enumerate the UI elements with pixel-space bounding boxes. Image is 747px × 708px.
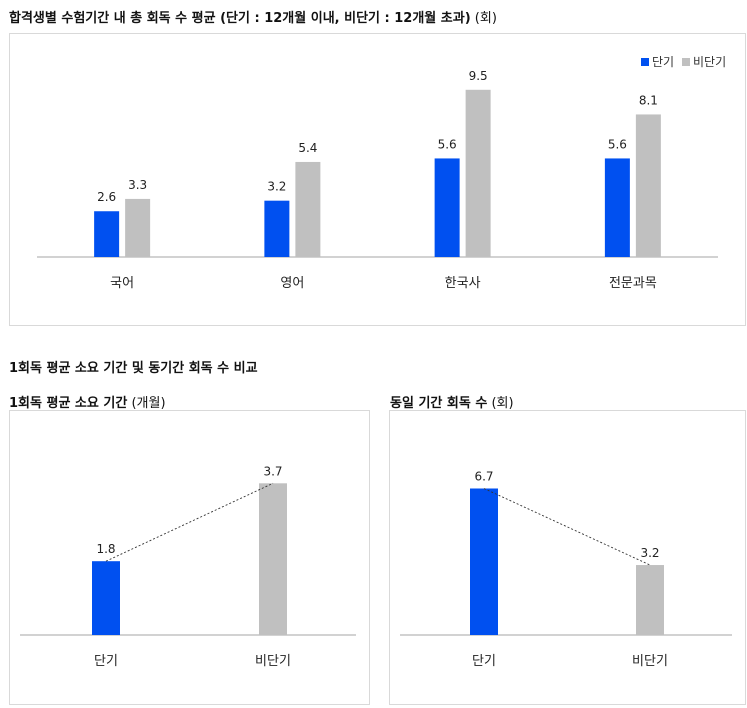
left-chart-title-unit: (개월) bbox=[131, 396, 166, 411]
legend-swatch-1 bbox=[682, 58, 690, 66]
x-tick-label-1: 영어 bbox=[280, 276, 304, 291]
bar-short bbox=[92, 561, 120, 635]
left-chart-title-text: 1회독 평균 소요 기간 bbox=[9, 396, 128, 411]
right-chart-title-unit: (회) bbox=[491, 396, 514, 411]
bar-short-0 bbox=[94, 211, 120, 257]
x-tick-label-1: 비단기 bbox=[255, 654, 291, 669]
data-label-short: 1.8 bbox=[96, 542, 115, 556]
main-chart-title-text: 합격생별 수험기간 내 총 회독 수 평균 (단기 : 12개월 이내, 비단기… bbox=[9, 11, 471, 26]
bar-short bbox=[470, 488, 498, 635]
data-label-short-0: 2.6 bbox=[97, 190, 116, 204]
right-chart-svg: 6.7 단기 3.2 비단기 bbox=[400, 469, 732, 669]
data-label-long-2: 9.5 bbox=[469, 69, 488, 83]
bar-short-1 bbox=[264, 200, 290, 257]
data-label-long-3: 8.1 bbox=[639, 93, 658, 107]
left-chart-svg: 1.8 단기 3.7 비단기 bbox=[20, 464, 356, 669]
x-tick-label-0: 단기 bbox=[472, 654, 496, 669]
data-label-long: 3.7 bbox=[263, 464, 282, 478]
left-chart-panel: 1.8 단기 3.7 비단기 bbox=[9, 410, 370, 705]
legend-swatch-0 bbox=[641, 58, 649, 66]
data-label-long-0: 3.3 bbox=[128, 178, 147, 192]
data-label-long: 3.2 bbox=[640, 546, 659, 560]
trend-connector-line bbox=[105, 482, 274, 562]
bar-long-0 bbox=[125, 198, 151, 257]
x-tick-label-2: 한국사 bbox=[445, 276, 481, 291]
bar-long bbox=[636, 565, 664, 635]
bar-long-3 bbox=[635, 114, 661, 257]
right-chart-panel: 6.7 단기 3.2 비단기 bbox=[389, 410, 746, 705]
legend-label-1: 비단기 bbox=[693, 55, 726, 69]
legend-label-0: 단기 bbox=[652, 55, 674, 69]
x-tick-label-3: 전문과목 bbox=[609, 276, 657, 291]
main-chart-panel: 2.6 3.3 국어 3.2 5.4 영어 5.6 9.5 한국사 5.6 8.1 전문과목 단기 비단기 bbox=[9, 33, 746, 326]
right-chart-title-text: 동일 기간 회독 수 bbox=[390, 396, 488, 411]
data-label-short: 6.7 bbox=[474, 469, 493, 483]
data-label-short-2: 5.6 bbox=[438, 137, 457, 151]
data-label-long-1: 5.4 bbox=[298, 141, 317, 155]
trend-connector-line bbox=[483, 488, 651, 566]
x-tick-label-0: 단기 bbox=[94, 654, 118, 669]
main-chart-title-unit: (회) bbox=[474, 11, 497, 26]
x-tick-label-0: 국어 bbox=[110, 276, 134, 291]
bar-long-1 bbox=[295, 161, 321, 257]
x-tick-label-1: 비단기 bbox=[632, 654, 668, 669]
data-label-short-1: 3.2 bbox=[267, 180, 286, 194]
section-title: 1회독 평균 소요 기간 및 동기간 회독 수 비교 bbox=[9, 357, 258, 376]
right-chart-title: 동일 기간 회독 수 (회) bbox=[390, 392, 514, 411]
section-title-text: 1회독 평균 소요 기간 및 동기간 회독 수 비교 bbox=[9, 361, 258, 376]
bar-long bbox=[259, 483, 287, 635]
data-label-short-3: 5.6 bbox=[608, 137, 627, 151]
main-chart-title: 합격생별 수험기간 내 총 회독 수 평균 (단기 : 12개월 이내, 비단기… bbox=[9, 7, 497, 26]
main-chart-svg: 2.6 3.3 국어 3.2 5.4 영어 5.6 9.5 한국사 5.6 8.1 전문과목 단기 비단기 bbox=[37, 55, 726, 291]
bar-short-3 bbox=[604, 158, 630, 257]
left-chart-title: 1회독 평균 소요 기간 (개월) bbox=[9, 392, 166, 411]
bar-long-2 bbox=[465, 89, 491, 257]
bar-short-2 bbox=[434, 158, 460, 257]
